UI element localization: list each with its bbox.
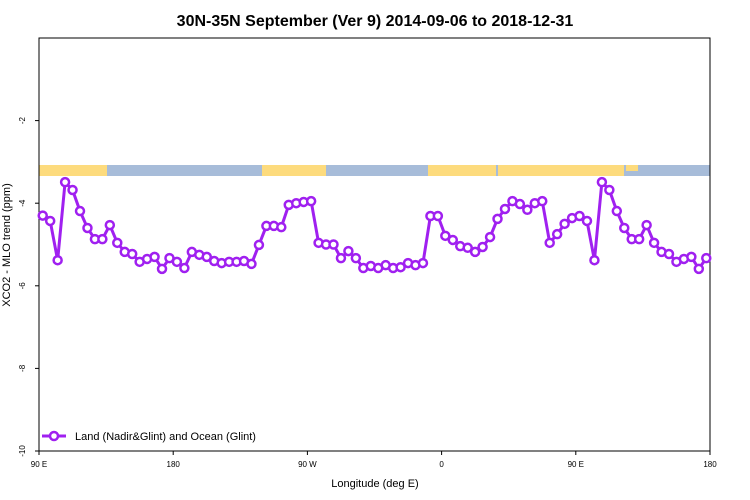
y-tick-label: -10 [18,445,27,457]
data-point [611,205,623,217]
data-point [395,261,406,273]
data-point [701,252,712,264]
data-point [492,213,503,225]
data-point [499,203,511,215]
ocean-strip [39,165,710,176]
x-tick-label: 90 W [298,460,317,469]
data-point [97,233,108,245]
legend: Land (Nadir&Glint) and Ocean (Glint) [42,430,256,443]
data-point [37,210,48,221]
data-point [559,218,570,230]
data-point [663,248,675,260]
data-point [112,237,123,249]
data-point [74,205,86,217]
data-point [335,252,347,264]
data-point [604,184,615,196]
data-point [596,176,608,188]
land-ocean-strip [39,165,710,176]
data-point [201,251,212,263]
data-point [417,257,429,269]
y-tick-label: -2 [18,116,27,124]
data-point [522,204,533,216]
data-point [171,256,183,268]
data-point [343,245,354,257]
data-point [126,248,138,260]
data-point [156,263,168,275]
data-point [537,195,548,207]
data-point [574,210,585,222]
legend-marker [48,430,60,442]
data-point [44,215,56,227]
data-point [59,176,71,188]
data-point [619,222,630,234]
data-point [149,251,160,263]
land-strip [626,165,638,171]
data-point [581,215,593,227]
data-point [253,239,265,251]
x-tick-label: 180 [167,460,181,469]
data-point [67,184,78,196]
y-tick-label: -8 [18,364,27,372]
y-axis-label: XCO2 - MLO trend (ppm) [1,183,13,306]
data-point [350,252,362,264]
data-point [447,234,459,246]
x-axis-label: Longitude (deg E) [331,478,418,490]
data-point [328,239,339,250]
data-point [469,246,481,258]
data-point [440,230,451,242]
land-strip [428,165,496,176]
data-point [551,228,563,240]
data-point [686,251,697,263]
y-tick-label: -6 [18,282,27,290]
y-tick-label: -4 [18,199,27,207]
data-point [179,262,190,274]
data-point [514,198,526,210]
x-tick-label: 0 [439,460,444,469]
data-point [641,219,652,231]
data-point [305,195,317,207]
x-tick-label: 90 E [31,460,47,469]
data-point [633,233,645,245]
land-strip [39,165,107,176]
x-tick-label: 90 E [568,460,584,469]
data-point [544,237,555,249]
data-point [462,242,473,254]
data-point [477,241,488,253]
series-line [41,178,708,272]
legend-label: Land (Nadir&Glint) and Ocean (Glint) [75,431,256,443]
data-point [276,221,287,233]
data-point [82,222,93,234]
land-strip [262,165,326,176]
data-point [648,237,660,249]
data-point [104,219,116,231]
data-point [432,210,444,222]
chart-title: 30N-35N September (Ver 9) 2014-09-06 to … [177,13,574,30]
data-point [589,254,600,266]
data-point [246,258,257,270]
x-tick-label: 180 [703,460,717,469]
land-strip [498,165,624,176]
data-point [484,231,496,243]
plot-frame [38,37,711,452]
data-point [52,254,63,266]
data-point [693,263,705,275]
